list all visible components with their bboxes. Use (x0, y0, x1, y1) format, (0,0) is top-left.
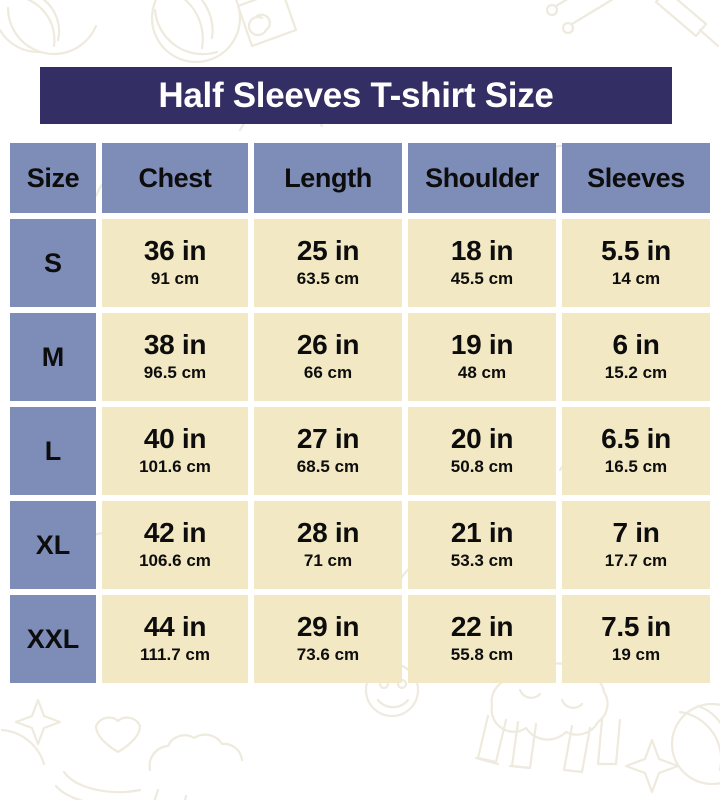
size-label: M (41, 341, 65, 372)
shoulder-cell: 20 in 50.8 cm (408, 407, 556, 495)
size-label: L (44, 435, 62, 466)
length-cell: 27 in 68.5 cm (254, 407, 402, 495)
table-row: XXL 44 in 111.7 cm 29 in 73.6 cm 22 in 5… (10, 595, 710, 683)
shoulder-cell: 18 in 45.5 cm (408, 219, 556, 307)
column-label-sleeves: Sleeves (587, 162, 685, 193)
sleeves-cm: 17.7 cm (604, 550, 668, 570)
length-cell: 29 in 73.6 cm (254, 595, 402, 683)
size-label: XXL (26, 623, 80, 654)
size-cell: XXL (10, 595, 96, 683)
sleeves-inches: 6.5 in (601, 423, 671, 455)
length-cm: 71 cm (303, 550, 353, 570)
shoulder-cell: 21 in 53.3 cm (408, 501, 556, 589)
length-inches: 26 in (296, 329, 360, 361)
chest-cell: 38 in 96.5 cm (102, 313, 248, 401)
title-banner: Half Sleeves T-shirt Size (40, 67, 672, 124)
chest-inches: 36 in (143, 235, 207, 267)
column-label-shoulder: Shoulder (425, 162, 539, 193)
sleeves-cm: 19 cm (611, 644, 661, 664)
table-header-cell-chest: Chest (102, 143, 248, 213)
length-inches: 25 in (296, 235, 360, 267)
sleeves-cell: 7 in 17.7 cm (562, 501, 710, 589)
chest-cm: 91 cm (150, 268, 200, 288)
table-header-row: Size Chest Length Shoulder Sleeves (10, 143, 710, 213)
shoulder-cm: 50.8 cm (450, 456, 514, 476)
shoulder-cm: 48 cm (457, 362, 507, 382)
length-cm: 73.6 cm (296, 644, 360, 664)
length-cm: 68.5 cm (296, 456, 360, 476)
sleeves-cell: 7.5 in 19 cm (562, 595, 710, 683)
chest-cm: 96.5 cm (143, 362, 207, 382)
length-cm: 66 cm (303, 362, 353, 382)
table-row: S 36 in 91 cm 25 in 63.5 cm 18 in 45.5 c… (10, 219, 710, 307)
sleeves-inches: 5.5 in (601, 235, 671, 267)
sleeves-cell: 5.5 in 14 cm (562, 219, 710, 307)
length-inches: 27 in (296, 423, 360, 455)
chest-cell: 42 in 106.6 cm (102, 501, 248, 589)
sleeves-inches: 7 in (612, 517, 660, 549)
shoulder-inches: 19 in (450, 329, 514, 361)
shoulder-inches: 20 in (450, 423, 514, 455)
length-inches: 29 in (296, 611, 360, 643)
table-row: M 38 in 96.5 cm 26 in 66 cm 19 in 48 cm … (10, 313, 710, 401)
chest-cell: 40 in 101.6 cm (102, 407, 248, 495)
chest-cm: 111.7 cm (140, 644, 210, 664)
sleeves-cm: 16.5 cm (604, 456, 668, 476)
chest-cm: 106.6 cm (139, 550, 211, 570)
chest-inches: 42 in (143, 517, 207, 549)
sleeves-cm: 15.2 cm (604, 362, 668, 382)
chest-inches: 38 in (143, 329, 207, 361)
table-header-cell-size: Size (10, 143, 96, 213)
shoulder-cell: 22 in 55.8 cm (408, 595, 556, 683)
sleeves-inches: 7.5 in (601, 611, 671, 643)
chest-inches: 44 in (143, 611, 207, 643)
length-cell: 28 in 71 cm (254, 501, 402, 589)
sleeves-cell: 6.5 in 16.5 cm (562, 407, 710, 495)
column-label-chest: Chest (138, 162, 212, 193)
chest-cell: 44 in 111.7 cm (102, 595, 248, 683)
size-cell: XL (10, 501, 96, 589)
size-cell: L (10, 407, 96, 495)
column-label-size: Size (26, 162, 80, 193)
shoulder-cm: 53.3 cm (450, 550, 514, 570)
chest-cell: 36 in 91 cm (102, 219, 248, 307)
shoulder-inches: 22 in (450, 611, 514, 643)
table-header-cell-sleeves: Sleeves (562, 143, 710, 213)
sleeves-cm: 14 cm (611, 268, 661, 288)
length-cell: 25 in 63.5 cm (254, 219, 402, 307)
size-label: XL (35, 529, 71, 560)
size-cell: M (10, 313, 96, 401)
size-cell: S (10, 219, 96, 307)
length-inches: 28 in (296, 517, 360, 549)
shoulder-inches: 21 in (450, 517, 514, 549)
table-header-cell-shoulder: Shoulder (408, 143, 556, 213)
page-title: Half Sleeves T-shirt Size (158, 76, 554, 115)
sleeves-cell: 6 in 15.2 cm (562, 313, 710, 401)
length-cm: 63.5 cm (296, 268, 360, 288)
shoulder-cell: 19 in 48 cm (408, 313, 556, 401)
column-label-length: Length (284, 162, 372, 193)
size-label: S (43, 247, 62, 278)
chest-cm: 101.6 cm (139, 456, 211, 476)
chest-inches: 40 in (143, 423, 207, 455)
shoulder-cm: 55.8 cm (450, 644, 514, 664)
table-row: L 40 in 101.6 cm 27 in 68.5 cm 20 in 50.… (10, 407, 710, 495)
shoulder-cm: 45.5 cm (450, 268, 514, 288)
table-row: XL 42 in 106.6 cm 28 in 71 cm 21 in 53.3… (10, 501, 710, 589)
table-header-cell-length: Length (254, 143, 402, 213)
shoulder-inches: 18 in (450, 235, 514, 267)
sleeves-inches: 6 in (612, 329, 660, 361)
length-cell: 26 in 66 cm (254, 313, 402, 401)
size-table: Size Chest Length Shoulder Sleeves S 36 … (10, 143, 710, 683)
